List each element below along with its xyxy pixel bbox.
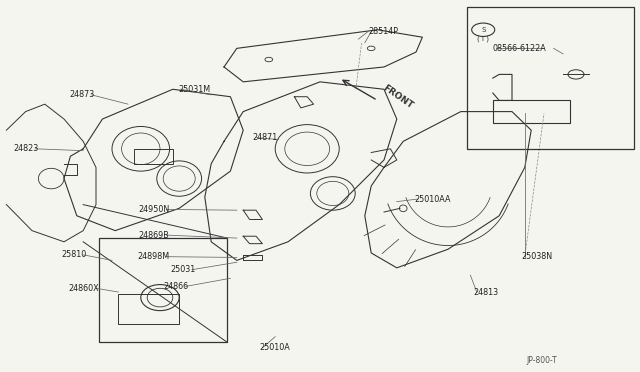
Text: 24898M: 24898M [138, 252, 170, 261]
Text: ( I ): ( I ) [477, 36, 489, 42]
Text: 08566-6122A: 08566-6122A [493, 44, 547, 53]
Text: 24869B: 24869B [139, 231, 170, 240]
Text: JP-800-T: JP-800-T [526, 356, 557, 365]
Text: 24871: 24871 [253, 133, 278, 142]
Text: S: S [481, 27, 485, 33]
Text: 24860X: 24860X [68, 284, 99, 293]
Text: 25010AA: 25010AA [415, 195, 451, 203]
Text: 25810: 25810 [61, 250, 86, 259]
Text: 25010A: 25010A [259, 343, 290, 352]
Text: 25031M: 25031M [178, 85, 210, 94]
Text: FRONT: FRONT [381, 83, 414, 110]
Text: 25031: 25031 [170, 265, 195, 274]
Text: 24823: 24823 [13, 144, 38, 153]
Text: 24950N: 24950N [138, 205, 170, 214]
Text: 28514P: 28514P [368, 27, 398, 36]
Text: 24813: 24813 [474, 288, 499, 296]
Text: 24866: 24866 [164, 282, 189, 291]
Text: 25038N: 25038N [522, 252, 553, 261]
Text: 24873: 24873 [70, 90, 95, 99]
